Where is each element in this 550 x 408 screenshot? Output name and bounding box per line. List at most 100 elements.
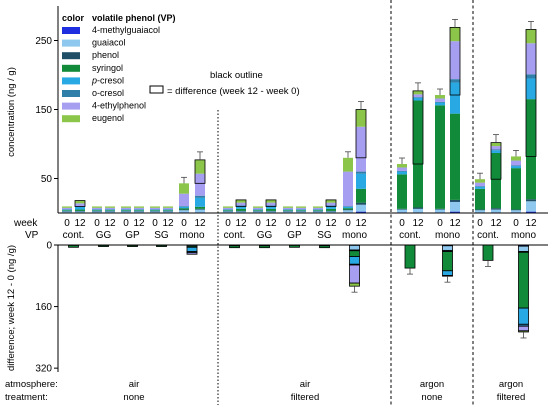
bar-segment-eugenol [75, 200, 85, 204]
bar-segment-4-ethylphenol [195, 173, 205, 196]
week-tick-label: 0 [399, 218, 405, 229]
bar-segment-p-cresol [266, 206, 276, 209]
bar-segment-o-cresol [343, 206, 353, 207]
bar-segment-4-ethylphenol [475, 182, 485, 187]
bar-segment-phenol [92, 210, 102, 212]
bar-segment-o-cresol [121, 209, 131, 210]
legend-item-label: phenol [92, 50, 119, 60]
bar-segment-4-ethylphenol [134, 207, 144, 210]
vp-tick-label: SG [154, 230, 169, 241]
bar-segment-guaiacol [105, 211, 115, 213]
legend-italic-prefix: p [91, 75, 97, 85]
bar-segment-p-cresol [75, 206, 85, 210]
bar-segment-guaiacol [313, 211, 323, 213]
section-treatment-label: none [421, 392, 442, 403]
bar-segment-o-cresol [223, 209, 233, 210]
vp-tick-label: cont. [224, 230, 246, 241]
vp-tick-label: cont. [399, 230, 421, 241]
bar-segment-syringol [475, 188, 485, 210]
bar-segment-p-cresol [526, 78, 536, 100]
bar-segment-p-cresol [105, 209, 115, 211]
bar-segment-4-ethylphenol [435, 98, 445, 102]
bar-segment-p-cresol [326, 206, 336, 209]
bar-segment-o-cresol [236, 205, 246, 207]
bar-segment-eugenol [326, 199, 336, 203]
section-treatment-label: none [123, 392, 144, 403]
bar-segment-syringol [105, 210, 115, 211]
bar-segment-eugenol [450, 27, 460, 42]
legend: color volatile phenol (VP) 4-methylguaia… [62, 13, 176, 123]
bar-segment-phenol [105, 210, 115, 212]
bar-segment-eugenol [283, 206, 293, 208]
diff-segment-4-ethylphenol [349, 264, 360, 284]
vp-tick-label: GG [257, 230, 273, 241]
bar-segment-4-ethylphenol [121, 207, 131, 210]
week-tick-label: 12 [412, 218, 424, 229]
diff-segment-p-cresol [186, 246, 198, 252]
bottom-y-tick-label: 0 [46, 241, 52, 252]
diff-segment-guaiacol [518, 245, 529, 252]
week-tick-label: 0 [315, 218, 321, 229]
bar-segment-phenol [195, 208, 205, 210]
bar-segment-o-cresol [163, 209, 173, 210]
bar-segment-guaiacol [397, 209, 407, 213]
bar-segment-phenol [253, 210, 263, 212]
legend-swatch [62, 64, 80, 72]
week-tick-label: 12 [325, 218, 337, 229]
bar-segment-syringol [296, 210, 306, 211]
bar-segment-o-cresol [450, 79, 460, 83]
legend-swatch [62, 90, 80, 97]
bar-segment-o-cresol [435, 101, 445, 103]
bar-segment-guaiacol [236, 211, 246, 213]
bar-segment-eugenol [296, 206, 306, 208]
bar-segment-p-cresol [450, 82, 460, 114]
diff-segment-syringol [289, 244, 300, 248]
bar-segment-syringol [92, 210, 102, 211]
legend-swatch [62, 27, 80, 34]
vp-tick-label: cont. [477, 230, 499, 241]
bar-segment-p-cresol [253, 209, 263, 211]
bar-segment-guaiacol [491, 209, 501, 213]
bar-segment-o-cresol [92, 209, 102, 210]
bar-segment-syringol [397, 174, 407, 209]
bar-segment-p-cresol [356, 173, 366, 189]
bar-segment-syringol [266, 208, 276, 211]
legend-header-name: volatile phenol (VP) [92, 13, 176, 23]
legend-item-label: o-cresol [92, 88, 124, 98]
week-tick-label: 0 [94, 218, 100, 229]
week-tick-label: 12 [490, 218, 502, 229]
bar-segment-syringol [326, 208, 336, 211]
bar-segment-eugenol [150, 206, 160, 208]
bar-segment-guaiacol [413, 208, 423, 213]
bar-segment-guaiacol [92, 211, 102, 213]
week-tick-label: 12 [355, 218, 367, 229]
bar-segment-guaiacol [283, 211, 293, 213]
legend-name-rest: -cresol [97, 75, 124, 85]
bar-segment-phenol [475, 209, 485, 211]
bar-segment-syringol [491, 152, 501, 209]
top-y-axis-title: concentration (ng / g) [6, 67, 17, 157]
diff-segment-syringol [442, 251, 453, 272]
legend-item-label: eugenol [92, 113, 124, 123]
diff-segment-o-cresol [442, 275, 453, 277]
bar-segment-p-cresol [283, 209, 293, 211]
section-atmosphere-label: argon [420, 379, 444, 390]
bar-segment-p-cresol [150, 209, 160, 211]
bar-segment-eugenol [491, 142, 501, 147]
diff-segment-syringol [518, 251, 529, 309]
legend-item-label: guaiacol [92, 38, 126, 48]
bar-segment-4-ethylphenol [223, 207, 233, 210]
section-atmosphere-label: argon [499, 379, 523, 390]
bar-segment-o-cresol [413, 97, 423, 98]
week-tick-label: 0 [345, 218, 351, 229]
bar-segment-syringol [313, 210, 323, 211]
legend-swatch [62, 102, 80, 110]
bar-segment-phenol [491, 208, 501, 210]
week-tick-label: 12 [133, 218, 145, 229]
legend-swatch [62, 115, 80, 123]
note-line1: black outline [210, 70, 263, 81]
bar-segment-o-cresol [356, 171, 366, 174]
bar-segment-syringol [150, 210, 160, 211]
bar-segment-guaiacol [356, 204, 366, 212]
legend-swatch [62, 39, 80, 47]
